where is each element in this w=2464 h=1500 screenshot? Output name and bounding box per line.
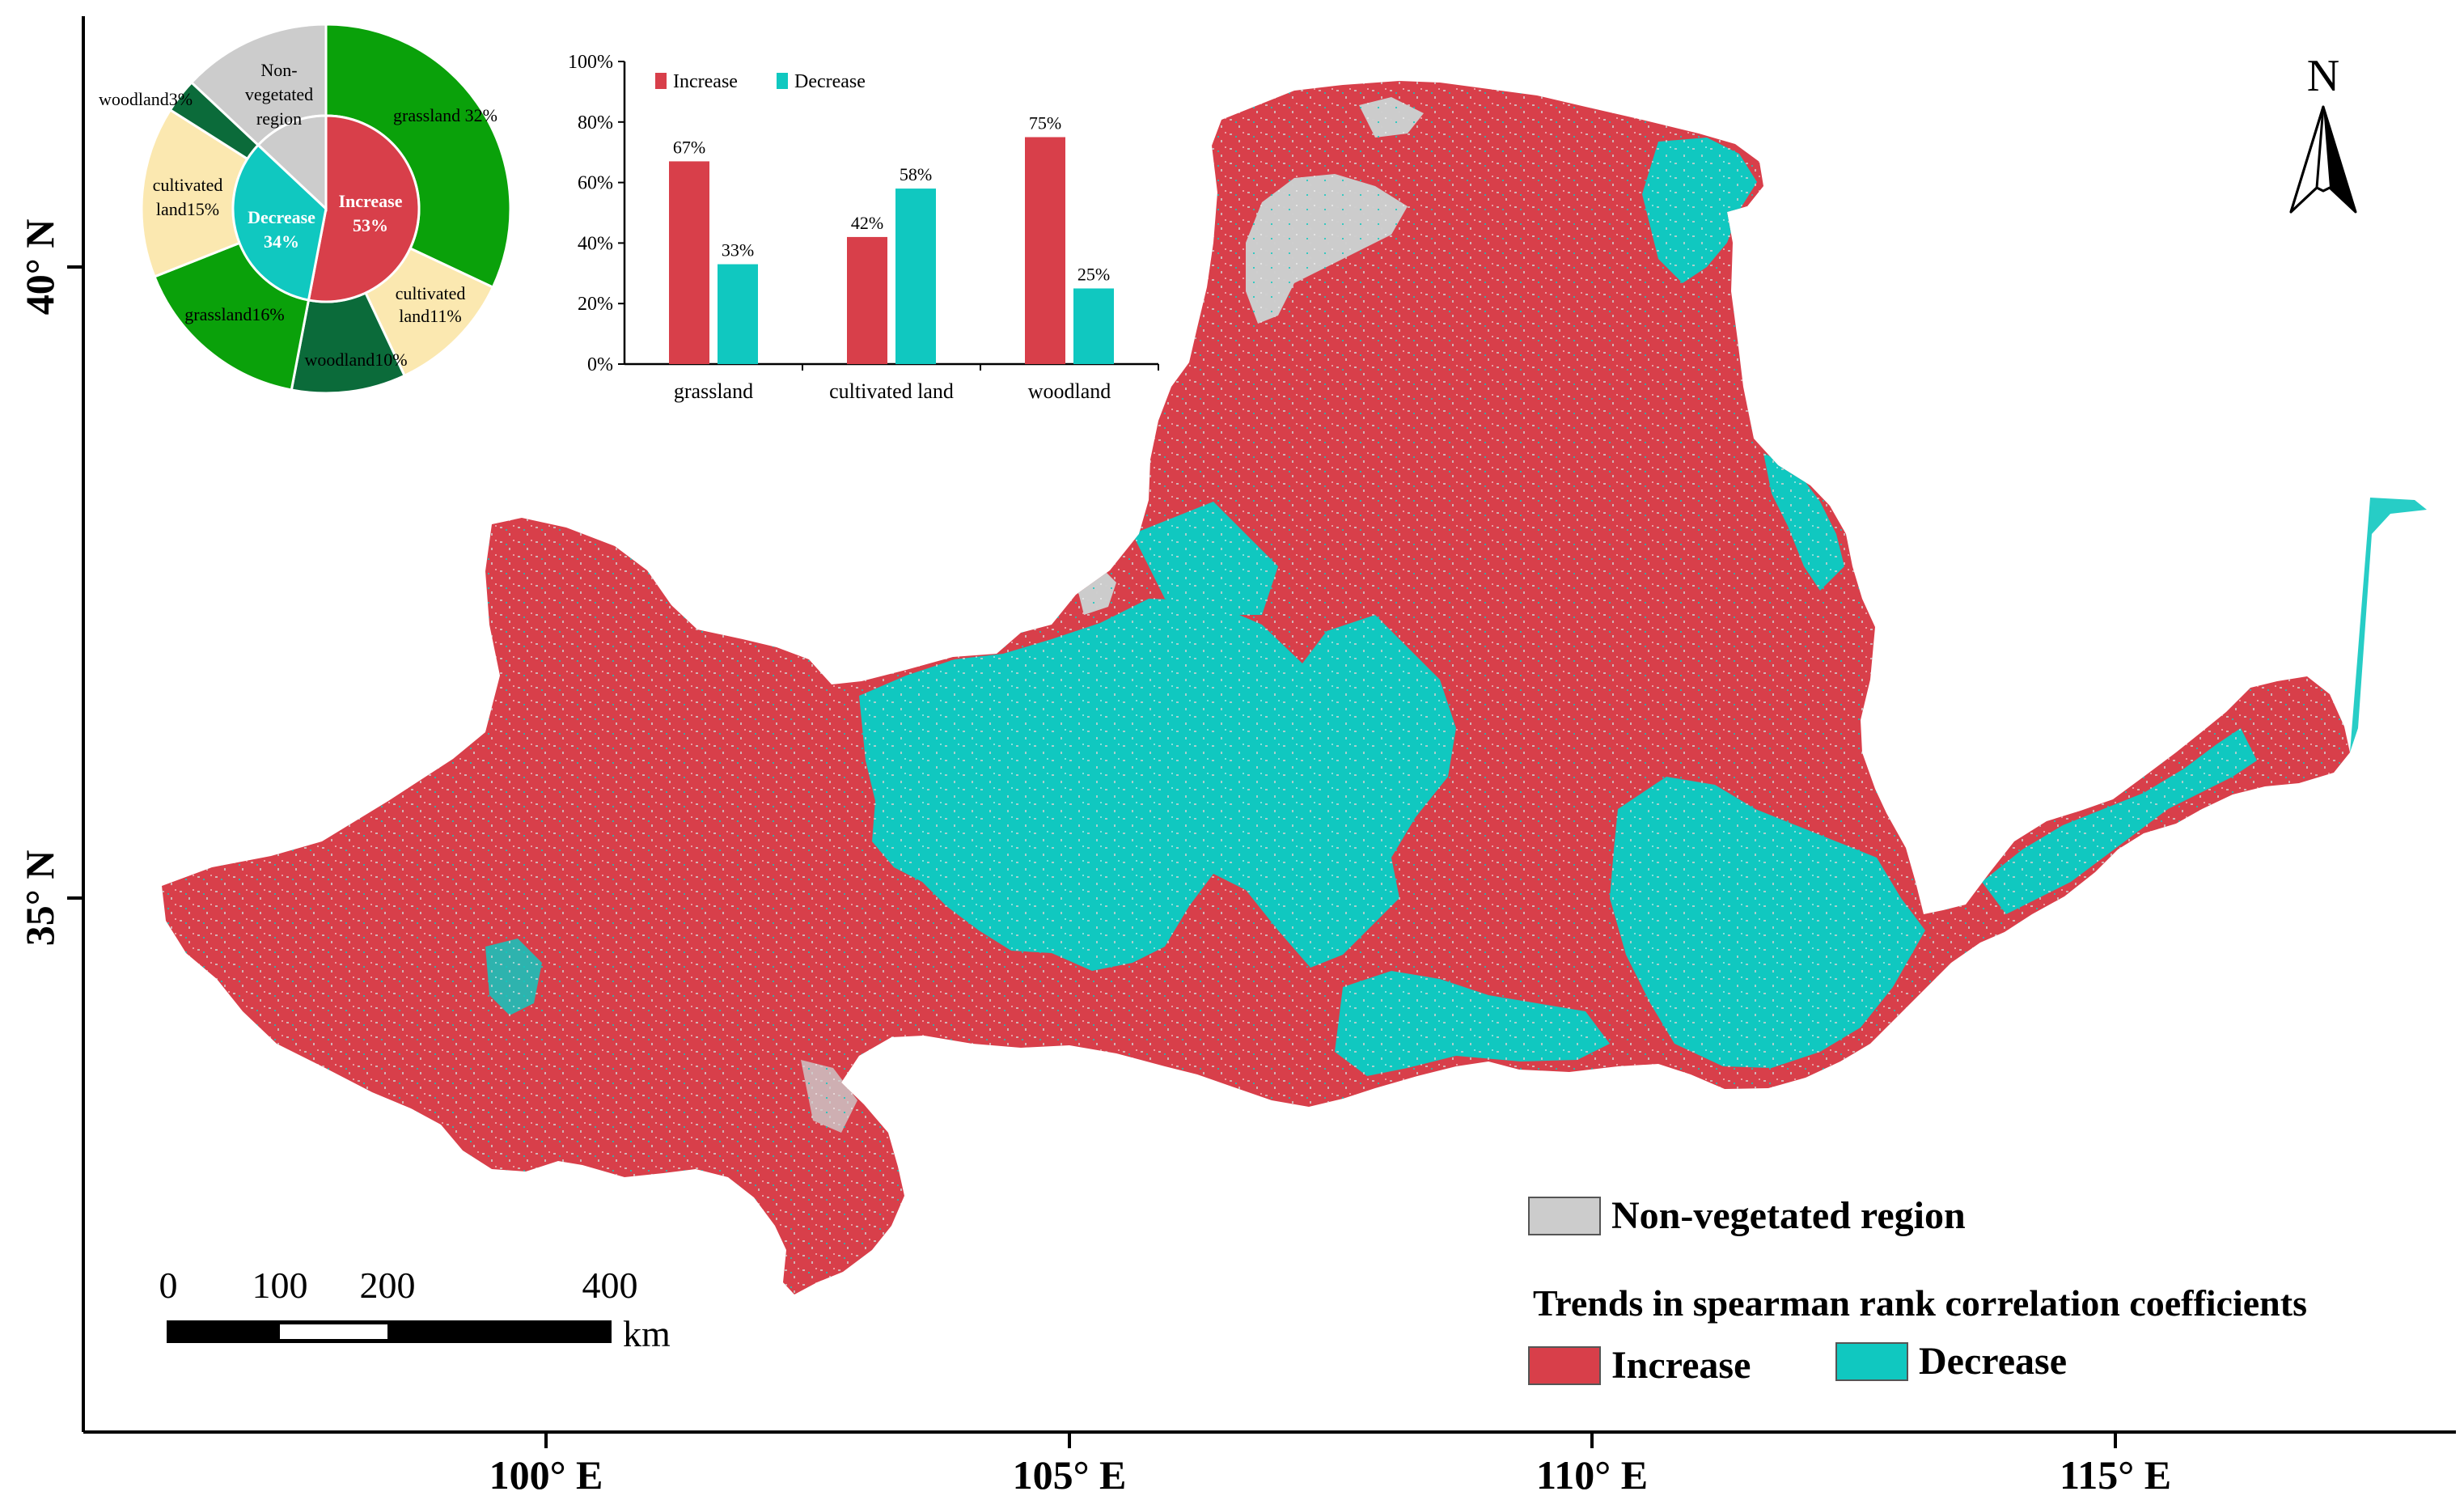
bar-increase-1 xyxy=(847,236,887,364)
donut-labels: grassland 32% cultivated land11% woodlan… xyxy=(99,60,497,370)
lat-label-40: 40° N xyxy=(17,219,62,316)
bar-value-label: 67% xyxy=(673,137,705,157)
legend-title: Trends in spearman rank correlation coef… xyxy=(1533,1282,2307,1324)
scale-tick-100: 100 xyxy=(252,1265,308,1306)
bar-value-label: 42% xyxy=(851,213,883,233)
donut-center-decrease-pct: 34% xyxy=(264,231,299,252)
legend: Non-vegetated region Trends in spearman … xyxy=(1528,1194,2307,1387)
bar-ytick-label: 60% xyxy=(578,173,613,194)
donut-inner-slice-2 xyxy=(256,114,328,212)
bar-value-label: 75% xyxy=(1029,113,1061,133)
lon-label-105: 105° E xyxy=(1013,1452,1127,1498)
north-arrow: N xyxy=(2289,51,2357,214)
donut-label-woodland-increase: woodland10% xyxy=(304,350,407,370)
scale-bar: 0 100 200 400 km xyxy=(159,1265,671,1354)
scale-tick-400: 400 xyxy=(582,1265,638,1306)
donut-label-cultivated-increase-1: cultivated xyxy=(396,283,466,303)
donut-inner-slice-1 xyxy=(231,143,328,302)
donut-center-increase-pct: 53% xyxy=(353,215,388,235)
donut-label-nonveg-1: Non- xyxy=(260,60,297,80)
donut-label-cultivated-increase-2: land11% xyxy=(399,306,461,326)
legend-label-nonveg: Non-vegetated region xyxy=(1611,1194,1966,1237)
scale-tick-200: 200 xyxy=(360,1265,416,1306)
legend-swatch-nonveg xyxy=(1528,1197,1601,1235)
donut-label-nonveg-3: region xyxy=(256,108,302,129)
bar-ytick-label: 100% xyxy=(568,52,613,73)
bar-increase-2 xyxy=(1025,137,1065,364)
bar-decrease-2 xyxy=(1073,288,1114,364)
bar-legend-swatch-decrease xyxy=(777,73,788,89)
bar-chart: 0% 20% 40% 60% 80% 100% 67% 33% grassland 42% 58% c… xyxy=(568,52,1159,403)
bar-decrease-1 xyxy=(895,189,936,364)
bar-legend-swatch-increase xyxy=(655,73,667,89)
donut-inner-slice-0 xyxy=(307,114,421,303)
bar-value-label: 25% xyxy=(1077,265,1110,285)
donut-label-nonveg-2: vegetated xyxy=(245,84,313,104)
bar-ytick-label: 80% xyxy=(578,112,613,133)
bar-legend-label-decrease: Decrease xyxy=(794,71,866,92)
lat-label-35: 35° N xyxy=(17,850,62,947)
bar-ytick-label: 0% xyxy=(587,354,613,375)
donut-chart xyxy=(140,23,512,395)
map-frame xyxy=(67,16,2456,1448)
bar-category-label: grassland xyxy=(674,379,753,403)
bar-increase-0 xyxy=(669,161,709,364)
bar-ytick-label: 20% xyxy=(578,294,613,315)
north-label: N xyxy=(2307,51,2339,101)
donut-label-cultivated-decrease-1: cultivated xyxy=(153,175,223,195)
lon-label-110: 110° E xyxy=(1536,1452,1648,1498)
legend-swatch-decrease xyxy=(1835,1342,1908,1381)
donut-center-increase-title: Increase xyxy=(338,191,402,211)
scale-unit: km xyxy=(623,1313,671,1354)
bar-value-label: 58% xyxy=(900,164,932,184)
legend-label-increase: Increase xyxy=(1611,1344,1751,1387)
donut-label-woodland-decrease: woodland3% xyxy=(99,89,193,109)
donut-label-grassland-decrease: grassland16% xyxy=(184,304,284,324)
legend-label-decrease: Decrease xyxy=(1919,1340,2067,1383)
bar-value-label: 33% xyxy=(722,240,754,261)
legend-swatch-increase xyxy=(1528,1346,1601,1385)
bar-legend-label-increase: Increase xyxy=(673,71,738,92)
bar-category-label: cultivated land xyxy=(829,379,954,403)
lon-label-115: 115° E xyxy=(2060,1452,2171,1498)
bar-ytick-label: 40% xyxy=(578,233,613,254)
donut-label-grassland-increase: grassland 32% xyxy=(393,105,497,125)
donut-center-decrease-title: Decrease xyxy=(248,207,315,227)
lon-label-100: 100° E xyxy=(489,1452,603,1498)
bar-decrease-0 xyxy=(718,264,758,364)
bar-category-label: woodland xyxy=(1028,379,1111,403)
donut-label-cultivated-decrease-2: land15% xyxy=(156,199,219,219)
scale-tick-0: 0 xyxy=(159,1265,178,1306)
